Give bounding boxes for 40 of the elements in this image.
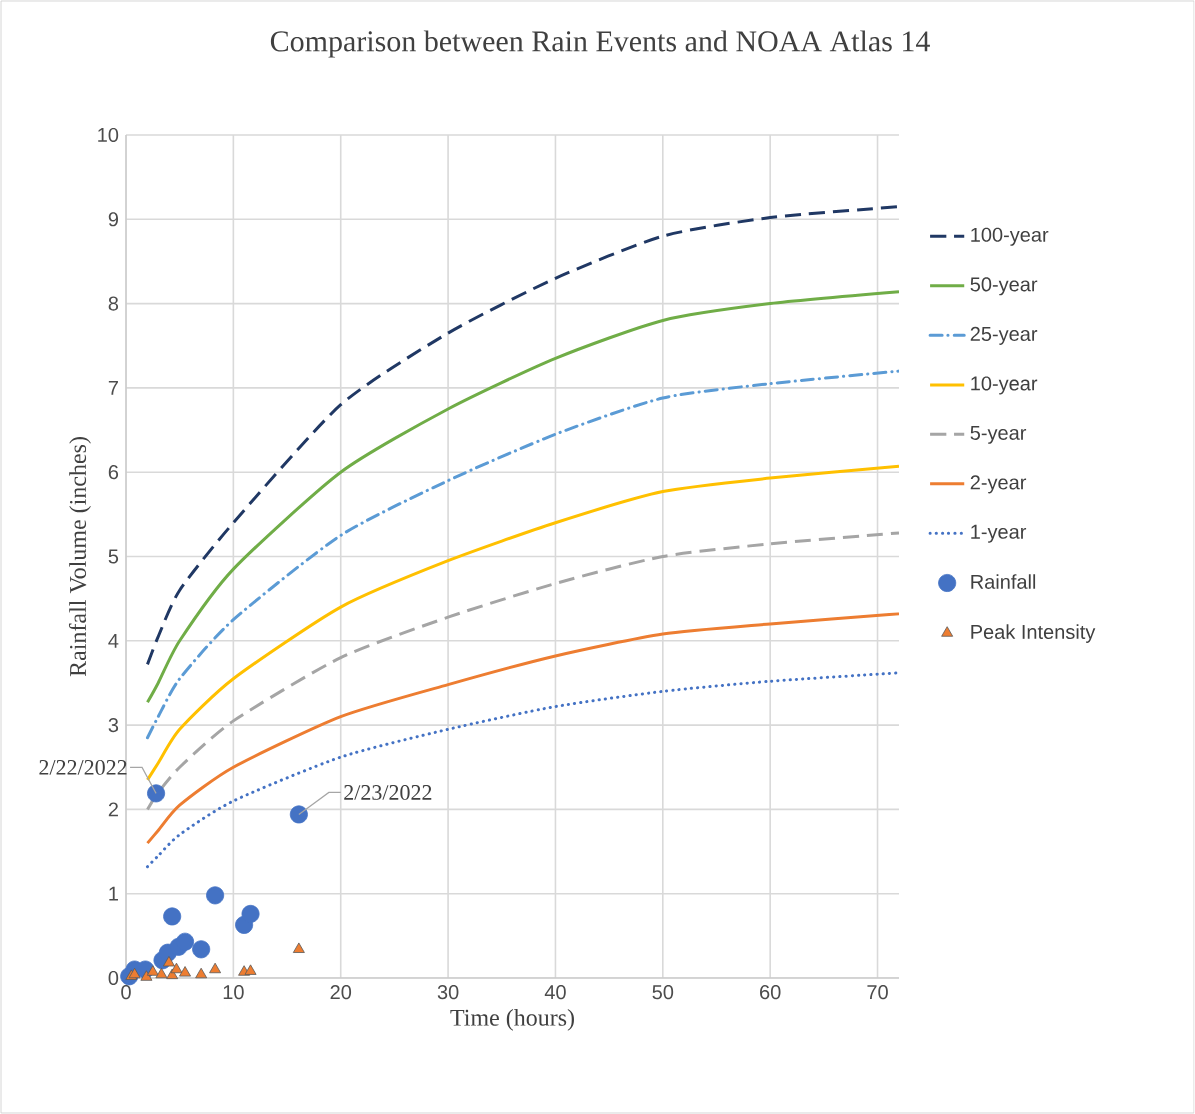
y-tick-label: 6 [108,465,119,480]
y-tick-label: 4 [108,633,119,648]
y-tick-label: 2 [108,802,118,817]
x-tick-label: 10 [223,985,244,1000]
legend-label: 10-year [971,376,1038,395]
legend-label: 100-year [971,227,1049,246]
line-series [145,205,899,666]
y-tick-label: 10 [98,127,119,143]
x-tick-label: 0 [121,985,131,1000]
legend-label: 50-year [970,277,1038,296]
y-tick-label: 5 [108,549,119,564]
x-tick-label: 50 [652,985,674,1000]
annotation: 2/23/2022 [344,785,432,800]
legend-label: 1-year [971,524,1027,543]
y-tick-label: 7 [108,381,118,395]
x-tick-label: 60 [760,985,781,1000]
line-series [145,369,899,740]
y-tick-label: 0 [108,970,119,986]
x-tick-label: 20 [330,985,352,1000]
y-axis-title: Rainfall Volume (inches) [68,437,91,677]
line-series [145,464,899,782]
line-series [145,671,899,869]
legend-label: 5-year [970,425,1027,444]
chart-title: Comparison between Rain Events and NOAA Atlas 14 [270,30,930,58]
annotation: 2/22/2022 [39,759,127,775]
line-series [145,531,899,811]
y-tick-label: 8 [108,296,119,311]
legend-label: Peak Intensity [971,624,1096,643]
y-tick-label: 1 [109,886,118,901]
legend-label: Rainfall [971,574,1036,589]
x-tick-label: 40 [544,985,566,1000]
x-axis-title: Time (hours) [450,1008,574,1031]
x-tick-label: 30 [437,985,459,1000]
legend-label: 2-year [970,475,1027,494]
legend-label: 25-year [970,326,1038,345]
y-tick-label: 3 [108,718,119,733]
line-series [145,612,899,845]
line-series [145,290,899,704]
x-tick-label: 70 [867,985,888,1000]
y-tick-label: 9 [108,212,119,227]
